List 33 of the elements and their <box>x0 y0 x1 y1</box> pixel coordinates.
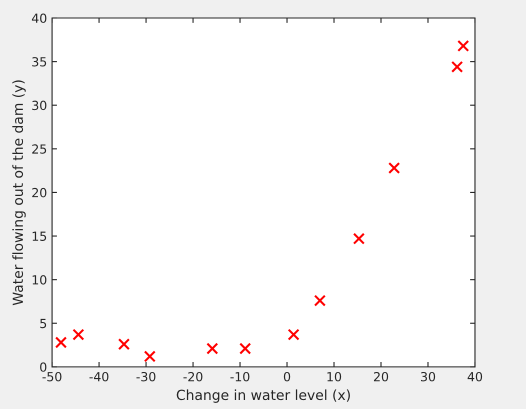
x-tick-label: 20 <box>374 372 388 382</box>
y-tick-label: 15 <box>32 232 46 241</box>
y-tick-label: 0 <box>40 362 46 372</box>
point <box>352 232 365 245</box>
y-tick-label: 35 <box>32 57 46 67</box>
y-tick-label: 20 <box>32 188 46 198</box>
y-tick-label: 40 <box>32 13 46 23</box>
point <box>55 336 67 348</box>
y-tick-label: 30 <box>32 100 46 110</box>
point <box>288 328 300 341</box>
y-tick-label: 10 <box>32 275 46 285</box>
y-tick-label: 25 <box>32 144 46 154</box>
x-axis-title: Change in water level (x) <box>176 389 350 403</box>
x-tick-label: 0 <box>284 372 290 382</box>
x-tick-label: 30 <box>420 372 436 382</box>
point <box>239 342 252 355</box>
point <box>144 350 156 362</box>
point <box>72 328 84 341</box>
x-tick-label: -50 <box>42 372 62 382</box>
point <box>118 338 130 350</box>
y-tick-label: 5 <box>40 318 46 328</box>
x-tick-label: -20 <box>183 372 202 382</box>
x-tick-label: -10 <box>230 372 250 382</box>
x-tick-label: 10 <box>327 372 342 382</box>
point <box>388 162 400 174</box>
point <box>314 294 326 307</box>
point <box>451 60 464 73</box>
x-tick-label: -40 <box>89 372 108 382</box>
x-tick-label: -30 <box>136 372 156 382</box>
point <box>457 40 470 52</box>
point <box>206 342 218 355</box>
x-tick-label: 40 <box>468 372 482 382</box>
y-axis-title: Water flowing out of the dam (y) <box>12 80 26 306</box>
